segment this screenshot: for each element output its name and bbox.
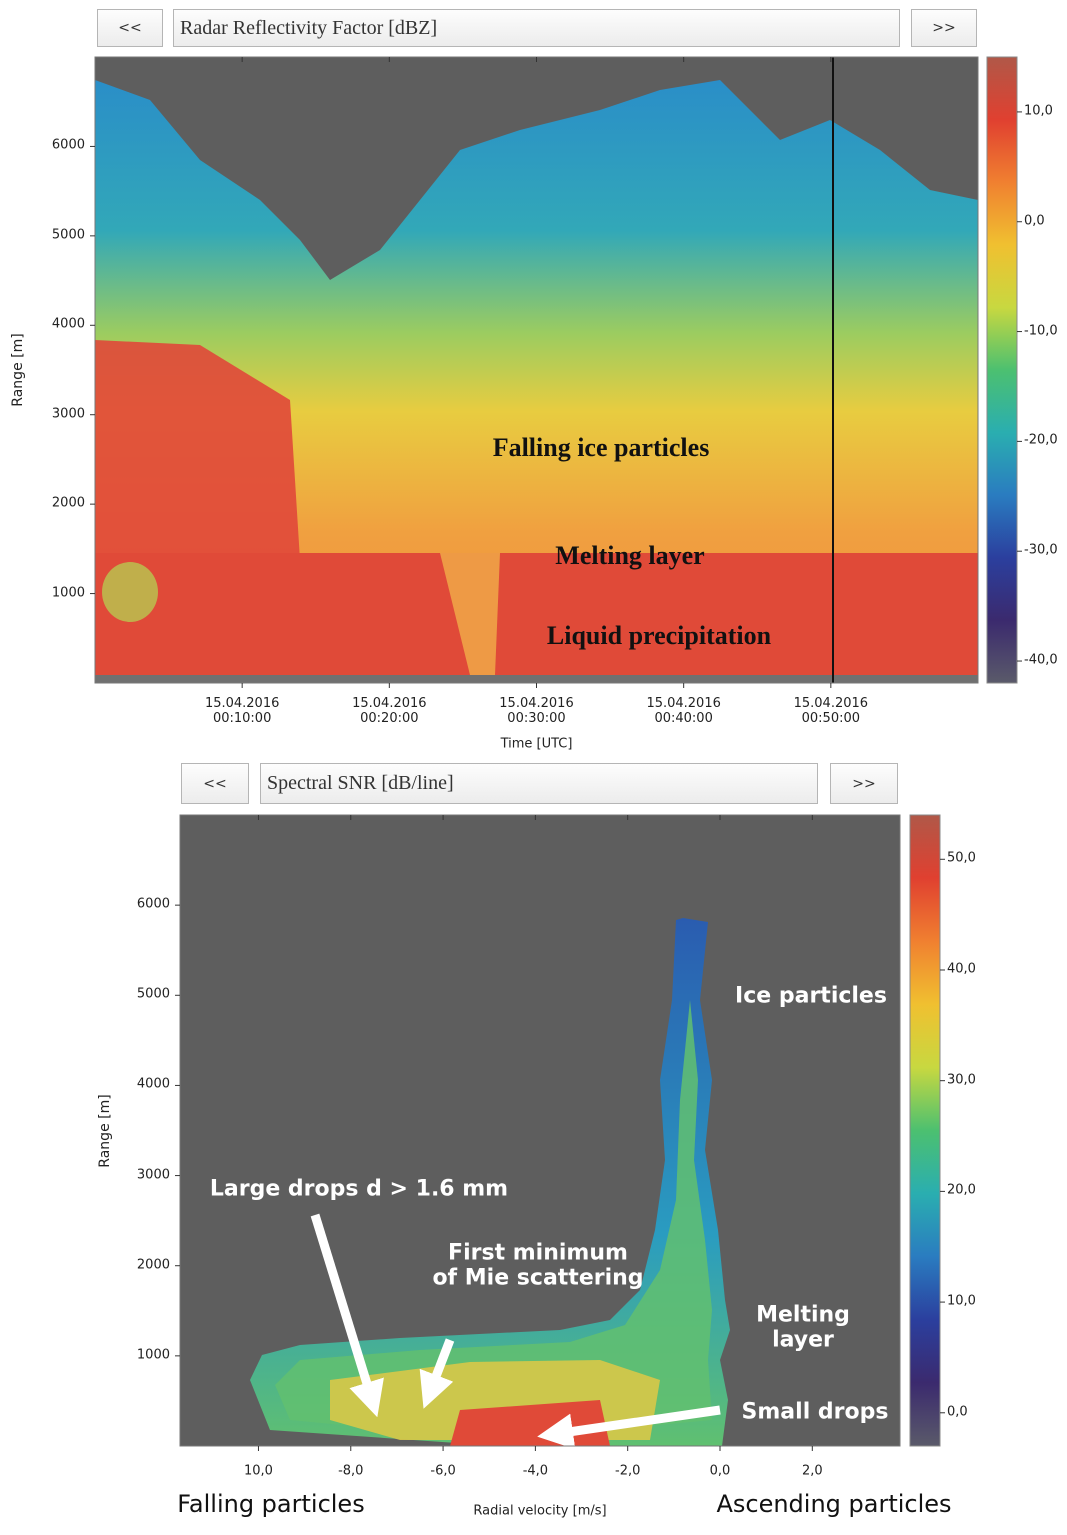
y-tick-label: 1000 [136,1347,170,1363]
x-tick-label: -8,0 [338,1463,364,1479]
colorbar [909,814,941,1447]
selector[interactable]: Radar Reflectivity Factor [dBZ] [173,9,900,47]
x-tick-label: -4,0 [522,1463,549,1479]
x-tick-label: 15.04.2016 00:20:00 [352,696,427,726]
x-tick-label: 15.04.2016 00:40:00 [646,696,721,726]
y-tick-label: 5000 [136,986,170,1002]
x-axis-label: Time [UTC] [500,736,573,752]
y-tick-label: 3000 [51,406,85,422]
x-axis-label: Radial velocity [m/s] [473,1503,607,1519]
colorbar-tick-label: 0,0 [1024,213,1045,229]
annotation: Melting layer [756,1302,850,1353]
prev-button[interactable]: << [97,9,163,47]
plot-frame [179,814,901,1447]
x-tick-label: 10,0 [243,1463,273,1479]
x-tick-label: 0,0 [709,1463,731,1479]
colorbar-tick-label: 10,0 [947,1293,976,1309]
y-tick-label: 2000 [51,495,85,511]
y-tick-label: 2000 [136,1257,170,1273]
next-button[interactable]: >> [911,9,977,47]
colorbar-tick-label: 10,0 [1024,103,1053,119]
colorbar-tick-label: 20,0 [947,1182,976,1198]
y-tick-label: 6000 [136,896,170,912]
selector[interactable]: Spectral SNR [dB/line] [260,763,818,804]
y-tick-label: 4000 [51,316,85,332]
y-axis-label: Range [m] [96,1093,113,1168]
annotation: Ice particles [735,983,887,1009]
x-tick-label: -2,0 [615,1463,641,1479]
y-tick-label: 3000 [136,1167,170,1183]
annotation: Liquid precipitation [546,621,772,651]
colorbar-tick-label: -40,0 [1024,652,1058,668]
reflectivity-image [95,57,978,683]
prev-button[interactable]: << [181,763,249,804]
colorbar-tick-label: 0,0 [947,1404,968,1420]
annotation: Melting layer [555,541,705,571]
annotation: Falling ice particles [492,433,710,463]
y-tick-label: 6000 [51,137,85,153]
y-tick-label: 5000 [51,227,85,243]
y-tick-label: 1000 [51,585,85,601]
colorbar [986,56,1018,684]
spectrum-image [180,815,900,1450]
x-tick-label: 2,0 [801,1463,823,1479]
colorbar-tick-label: -20,0 [1024,432,1058,448]
x-tick-label: -6,0 [430,1463,456,1479]
annotation: Large drops d > 1.6 mm [209,1176,509,1202]
colorbar-tick-label: 40,0 [947,961,976,977]
x-tick-label: 15.04.2016 00:10:00 [204,696,280,726]
x-tick-label: 15.04.2016 00:30:00 [499,696,574,726]
colorbar-tick-label: 30,0 [947,1072,976,1088]
colorbar-tick-label: -30,0 [1024,542,1058,558]
colorbar-tick-label: 50,0 [947,850,976,866]
annotation: First minimum of Mie scattering [432,1240,644,1291]
axis-note: Ascending particles [716,1490,952,1519]
y-axis-label: Range [m] [9,333,26,407]
annotation: Small drops [741,1399,889,1425]
axis-note: Falling particles [177,1490,365,1519]
colorbar-tick-label: -10,0 [1024,323,1058,339]
y-tick-label: 4000 [136,1076,170,1092]
next-button[interactable]: >> [830,763,898,804]
x-tick-label: 15.04.2016 00:50:00 [793,696,869,726]
